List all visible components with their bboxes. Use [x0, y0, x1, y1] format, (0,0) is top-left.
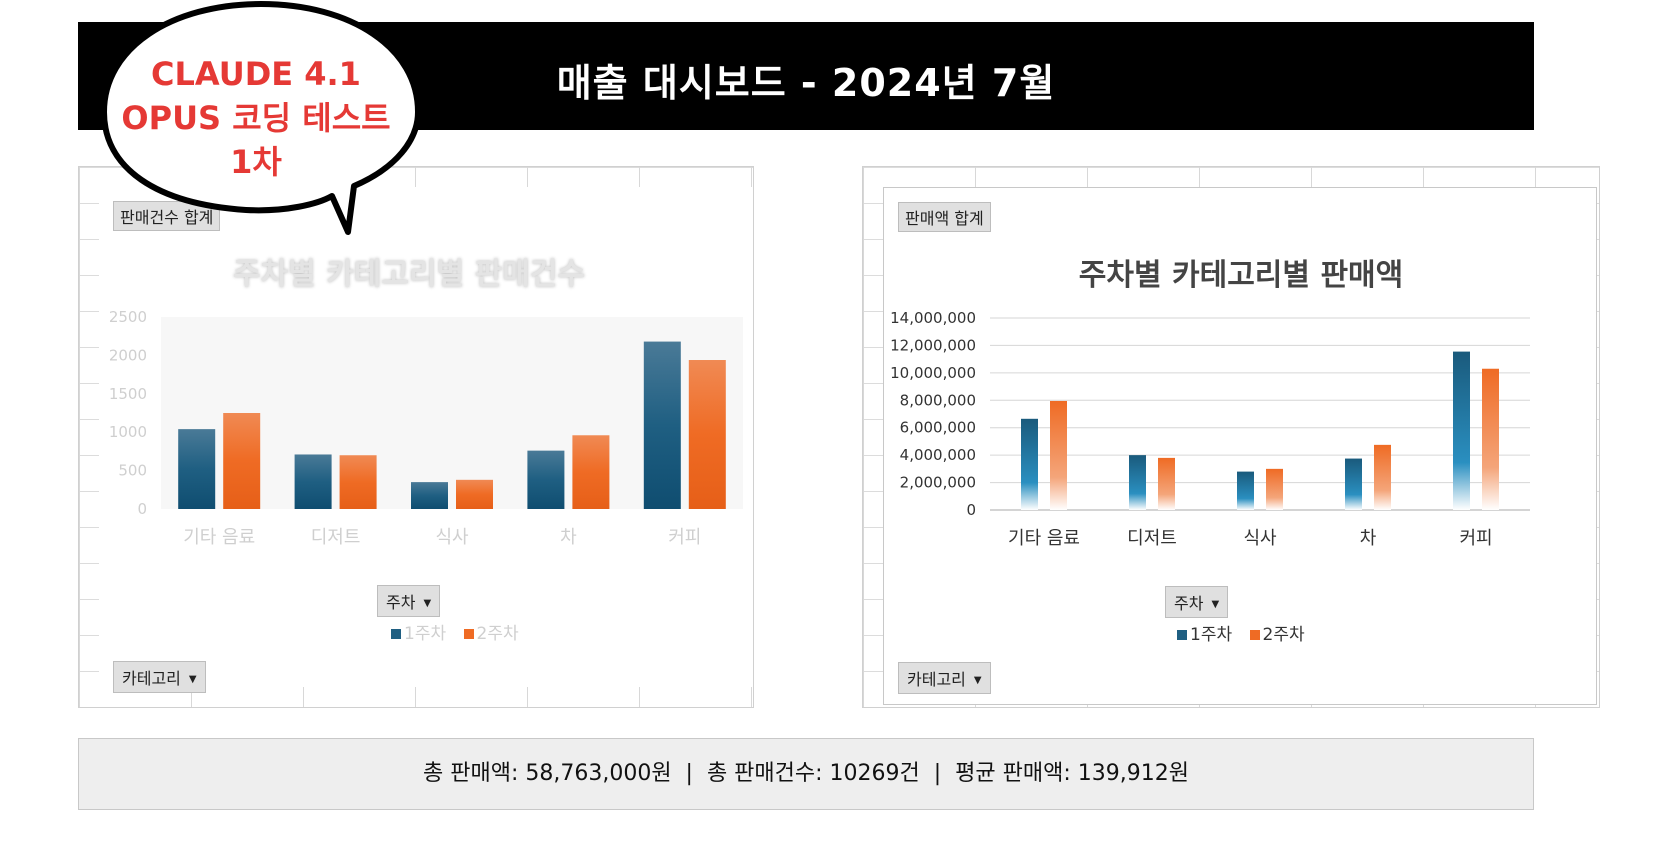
speech-bubble-icon: [101, 1, 421, 235]
x-tick-label: 기타 음료: [183, 527, 255, 548]
sales-count-chart: 0 500 1000 1500 2000 2500 기타 음료 디저트 식사 차 커피: [109, 308, 743, 548]
y-tick-label: 2000: [109, 346, 147, 364]
bar-식사-1주차: [411, 482, 448, 509]
page-title: 매출 대시보드 - 2024년 7월: [556, 61, 1056, 105]
bar-식사-1주차: [1237, 471, 1254, 510]
bar-디저트-2주차: [339, 455, 377, 509]
x-tick-label: 기타 음료: [1008, 528, 1080, 549]
bar-차-1주차: [527, 450, 565, 509]
x-tick-label: 식사: [1243, 528, 1277, 549]
legend-right: 1주차 2주차: [1177, 620, 1305, 645]
category-filter-label: 카테고리: [907, 670, 966, 689]
x-tick-label: 디저트: [1127, 528, 1177, 549]
bar-기타 음료-1주차: [178, 429, 216, 509]
bar-식사-2주차: [456, 479, 493, 509]
x-tick-label: 디저트: [311, 527, 361, 548]
y-tick-label: 12,000,000: [890, 336, 976, 354]
y-tick-label: 8,000,000: [900, 391, 976, 409]
legend-swatch-icon: [463, 629, 474, 639]
y-tick-label: 6,000,000: [900, 419, 976, 437]
plot-area: [990, 318, 1530, 510]
x-tick-label: 커피: [668, 527, 701, 548]
dropdown-arrow-icon: ▼: [1211, 599, 1220, 610]
dropdown-arrow-icon: ▼: [423, 598, 432, 609]
bubble-line-1: CLAUDE 4.1: [151, 55, 361, 93]
bar-기타 음료-1주차: [1021, 418, 1038, 510]
sales-count-panel: 판매건수 합계 주차별 카테고리별 판매건수 0 500 1000 1500 2000 2…: [78, 166, 754, 708]
legend-left: 1주차 2주차: [391, 619, 519, 644]
y-tick-label: 2500: [109, 308, 147, 326]
legend-swatch-icon: [1249, 630, 1260, 640]
bubble-text: CLAUDE 4.1 OPUS 코딩 테스트 1차: [96, 52, 416, 184]
bar-커피-2주차: [688, 360, 726, 509]
chart-title-sales-amount: 주차별 카테고리별 판매액: [1078, 258, 1404, 293]
bar-기타 음료-2주차: [1050, 400, 1067, 510]
bubble-line-3: 1차: [230, 143, 282, 181]
bar-기타 음료-2주차: [223, 413, 261, 509]
y-tick-label: 0: [137, 500, 147, 518]
x-tick-label: 커피: [1459, 528, 1492, 549]
bar-커피-1주차: [1453, 351, 1470, 510]
y-tick-label: 1000: [109, 423, 147, 441]
legend-label-week1: 1주차: [404, 624, 447, 644]
y-tick-label: 10,000,000: [890, 364, 976, 382]
y-tick-label: 1500: [109, 385, 147, 403]
x-tick-label: 차: [560, 527, 577, 548]
field-tag-sales-amount[interactable]: 판매액 합계: [898, 202, 991, 232]
summary-bar: 총 판매액: 58,763,000원 | 총 판매건수: 10269건 | 평균…: [78, 738, 1534, 810]
bar-차-2주차: [1374, 444, 1391, 510]
legend-label-week1: 1주차: [1190, 625, 1233, 645]
sales-amount-panel: 판매액 합계 주차별 카테고리별 판매액 0 2,000,000 4,000,000…: [862, 166, 1600, 708]
week-filter-label: 주차: [1174, 594, 1204, 613]
bar-차-2주차: [572, 435, 610, 509]
x-tick-label: 식사: [435, 527, 469, 548]
y-tick-label: 2,000,000: [900, 474, 976, 492]
week-filter-dropdown-right[interactable]: 주차 ▼: [1165, 586, 1229, 618]
legend-label-week2: 2주차: [476, 624, 519, 644]
y-tick-label: 4,000,000: [900, 446, 976, 464]
y-tick-label: 500: [118, 462, 147, 480]
bar-디저트-1주차: [294, 454, 332, 509]
category-filter-dropdown-right[interactable]: 카테고리 ▼: [898, 662, 991, 694]
week-filter-label: 주차: [386, 593, 416, 612]
legend-swatch-icon: [391, 629, 401, 639]
x-tick-label: 차: [1360, 528, 1377, 549]
bar-차-1주차: [1345, 458, 1362, 510]
legend-label-week2: 2주차: [1262, 625, 1305, 645]
bar-식사-2주차: [1266, 468, 1283, 510]
bar-커피-2주차: [1482, 368, 1499, 510]
bar-디저트-2주차: [1158, 457, 1175, 510]
y-tick-label: 14,000,000: [890, 309, 976, 327]
bar-커피-1주차: [643, 341, 681, 509]
bubble-line-2: OPUS 코딩 테스트: [121, 99, 391, 137]
category-filter-dropdown-left[interactable]: 카테고리 ▼: [113, 661, 206, 693]
legend-swatch-icon: [1177, 630, 1187, 640]
dropdown-arrow-icon: ▼: [188, 674, 197, 685]
week-filter-dropdown-left[interactable]: 주차 ▼: [377, 585, 441, 617]
bar-디저트-1주차: [1129, 455, 1146, 510]
sales-amount-chart: 0 2,000,000 4,000,000 6,000,000 8,000,000 10,…: [890, 309, 1530, 549]
category-filter-label: 카테고리: [122, 669, 181, 688]
summary-text: 총 판매액: 58,763,000원 | 총 판매건수: 10269건 | 평균…: [423, 761, 1189, 786]
dropdown-arrow-icon: ▼: [973, 675, 982, 686]
y-tick-label: 0: [966, 501, 976, 519]
sales-amount-chart-card: 판매액 합계 주차별 카테고리별 판매액 0 2,000,000 4,000,000…: [883, 187, 1597, 705]
sales-count-chart-card: 판매건수 합계 주차별 카테고리별 판매건수 0 500 1000 1500 2000 2…: [99, 187, 753, 693]
chart-title-sales-count: 주차별 카테고리별 판매건수: [232, 257, 586, 292]
